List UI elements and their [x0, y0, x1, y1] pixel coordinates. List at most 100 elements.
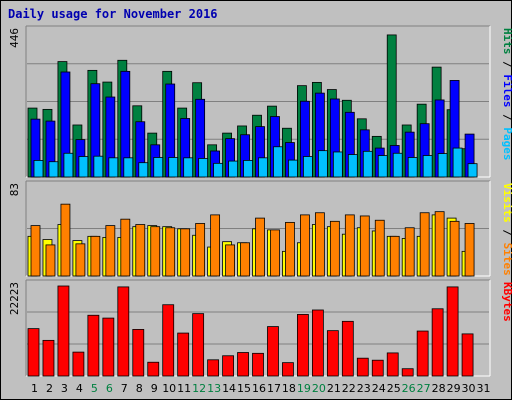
- bar-kbytes: [207, 359, 220, 377]
- day-label: 30: [462, 382, 476, 395]
- day-label: 19: [297, 382, 311, 395]
- bar-kbytes: [446, 286, 459, 377]
- bar-kbytes: [132, 329, 145, 377]
- bar-pages: [437, 153, 448, 178]
- bar-pages: [288, 159, 298, 178]
- y-max-label: 446: [8, 28, 21, 48]
- day-label: 25: [387, 382, 401, 395]
- bar-kbytes: [237, 352, 249, 377]
- bar-pages: [48, 161, 59, 178]
- day-label: 18: [282, 382, 296, 395]
- bar-kbytes: [386, 352, 399, 377]
- bar-sites: [270, 229, 280, 277]
- bar-sites: [90, 235, 101, 277]
- legend-item: Visits: [501, 183, 512, 223]
- bar-kbytes: [117, 286, 130, 377]
- bar-kbytes: [297, 314, 309, 377]
- bar-kbytes: [371, 359, 384, 377]
- bar-kbytes: [72, 351, 85, 377]
- bar-pages: [213, 162, 224, 178]
- day-label: 2: [46, 382, 53, 395]
- day-label: 22: [342, 382, 356, 395]
- bar-sites: [210, 214, 221, 277]
- legend-item: Sites: [501, 243, 512, 276]
- bar-kbytes: [341, 320, 354, 377]
- day-label: 6: [106, 382, 113, 395]
- bar-sites: [419, 212, 430, 277]
- bar-pages: [317, 150, 328, 178]
- bar-pages: [228, 160, 238, 178]
- bar-pages: [78, 156, 89, 178]
- bar-pages: [243, 160, 253, 178]
- day-label: 16: [252, 382, 266, 395]
- bar-sites: [180, 228, 191, 277]
- panel-bottom: 22223 KBytes: [8, 279, 512, 377]
- bar-kbytes: [42, 339, 55, 377]
- bar-pages: [258, 157, 268, 178]
- bar-pages: [303, 156, 313, 178]
- bar-pages: [347, 154, 358, 178]
- bar-kbytes: [57, 285, 70, 377]
- bar-sites: [75, 243, 86, 277]
- bar-pages: [422, 155, 433, 178]
- legend-item: Pages: [501, 127, 512, 160]
- bar-pages: [392, 152, 403, 178]
- bar-kbytes: [147, 361, 160, 377]
- bar-pages: [138, 162, 149, 178]
- bar-kbytes: [222, 355, 234, 377]
- bar-sites: [359, 215, 370, 277]
- bar-sites: [464, 223, 475, 277]
- series-sites: [30, 203, 475, 277]
- day-axis: 1 2 3 4 5 6 7 8 9 10 11 12 13 14 15 16 17 18 19 20 21 22 23 24 2…: [31, 382, 491, 395]
- bar-pages: [332, 151, 343, 178]
- bar-pages: [108, 157, 119, 178]
- bar-pages: [33, 160, 44, 178]
- chart-panels: 446 Hits / Files / Pages 83 Visits / Sites 2…: [8, 25, 512, 377]
- bar-kbytes: [401, 368, 414, 377]
- series-kbytes: [27, 285, 474, 377]
- bar-sites: [404, 227, 415, 277]
- bar-kbytes: [326, 330, 339, 377]
- bar-kbytes: [102, 317, 115, 377]
- legend: Hits / Files / Pages: [501, 28, 512, 161]
- bar-pages: [93, 155, 104, 178]
- bar-kbytes: [162, 304, 175, 377]
- bar-kbytes: [282, 362, 294, 377]
- bar-sites: [329, 220, 340, 277]
- day-label: 15: [237, 382, 251, 395]
- bar-sites: [150, 226, 161, 277]
- bar-pages: [198, 158, 209, 178]
- day-label: 27: [417, 382, 431, 395]
- day-label: 8: [136, 382, 143, 395]
- legend-item: KBytes: [501, 282, 512, 322]
- day-label: 9: [151, 382, 158, 395]
- day-label: 29: [447, 382, 461, 395]
- bar-sites: [314, 212, 325, 277]
- legend-item: /: [501, 223, 512, 243]
- day-label: 31: [477, 382, 491, 395]
- bar-pages: [168, 157, 179, 178]
- panel-top: 446 Hits / Files / Pages: [8, 25, 512, 178]
- bar-sites: [195, 223, 206, 277]
- bar-sites: [285, 221, 295, 277]
- bar-pages: [377, 155, 388, 178]
- bar-pages: [273, 146, 283, 178]
- bar-sites: [434, 211, 445, 277]
- bar-kbytes: [252, 352, 264, 377]
- bar-kbytes: [27, 328, 40, 377]
- chart-title: Daily usage for November 2016: [8, 7, 218, 21]
- bar-sites: [374, 219, 385, 277]
- day-label: 7: [121, 382, 128, 395]
- series-pages: [33, 146, 478, 178]
- bar-sites: [449, 220, 460, 277]
- day-label: 12: [192, 382, 206, 395]
- bar-sites: [60, 203, 71, 277]
- bar-pages: [153, 157, 164, 178]
- bar-sites: [165, 227, 176, 277]
- day-label: 13: [207, 382, 221, 395]
- bar-sites: [225, 244, 235, 277]
- day-label: 10: [162, 382, 176, 395]
- day-label: 23: [357, 382, 371, 395]
- bar-sites: [389, 235, 400, 277]
